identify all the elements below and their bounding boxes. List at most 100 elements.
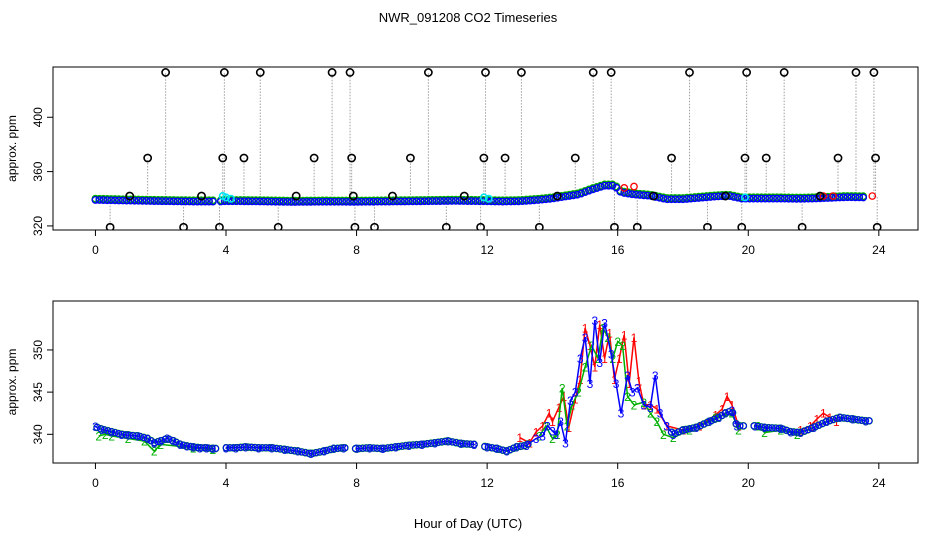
baseline-marker-blue — [307, 198, 315, 206]
trace-marker-blue — [233, 444, 241, 452]
baseline-marker-blue — [455, 197, 464, 205]
series-3-label: 3 — [663, 419, 670, 433]
spike-marker — [327, 68, 337, 77]
trace-marker-blue — [287, 446, 295, 454]
trace-marker-blue — [212, 444, 220, 453]
series-3-label: 3 — [242, 440, 249, 454]
trace-marker-blue — [129, 432, 137, 440]
trace-marker-blue — [861, 417, 869, 425]
trace-marker-blue — [107, 428, 115, 436]
trace-marker-blue — [775, 424, 783, 432]
x-tick-label: 8 — [353, 243, 360, 257]
baseline-marker-blue — [99, 196, 108, 204]
baseline-marker-blue — [342, 197, 350, 206]
series-2-label: 2 — [157, 438, 164, 452]
x-tick-label: 8 — [353, 476, 360, 490]
series-2-label: 2 — [670, 431, 677, 445]
spike-marker — [570, 153, 580, 163]
trace-marker-blue — [786, 428, 794, 436]
cyan-marker — [226, 194, 235, 203]
baseline-marker-blue — [620, 189, 629, 197]
baseline-marker-blue — [181, 197, 190, 206]
spike-marker — [721, 191, 730, 201]
baseline-marker-blue — [154, 197, 162, 206]
trace-marker-blue — [441, 437, 449, 445]
baseline-marker-blue — [357, 197, 366, 206]
series-1-label: 1 — [533, 425, 540, 439]
spike-marker — [476, 222, 486, 230]
series-1-label: 1 — [546, 407, 553, 421]
trace-marker-blue — [391, 443, 399, 451]
trace-marker-blue — [337, 444, 345, 452]
series-2-label: 2 — [624, 390, 631, 404]
series-3-label: 3 — [577, 352, 584, 366]
baseline-marker-blue — [373, 197, 382, 206]
red-marker — [630, 182, 638, 191]
baseline-marker-blue — [138, 197, 147, 205]
series-1-label: 1 — [729, 398, 736, 412]
baseline-marker-blue — [354, 198, 362, 206]
trace-marker-blue — [251, 444, 259, 452]
spike-marker — [552, 191, 562, 201]
baseline-marker-blue — [350, 198, 358, 206]
baseline-marker-blue — [777, 194, 785, 203]
trace-marker-blue — [703, 418, 712, 426]
trace-marker-blue — [179, 441, 187, 449]
series-2-label: 2 — [631, 398, 638, 412]
baseline-marker-blue — [667, 195, 676, 204]
trace-marker-blue — [136, 433, 144, 441]
baseline-marker-blue — [773, 194, 781, 203]
trace-marker-blue — [520, 442, 528, 450]
trace-marker-blue — [851, 415, 859, 423]
series-3-label: 3 — [562, 436, 569, 450]
series-3-label: 3 — [458, 437, 465, 451]
series-3-label: 3 — [596, 356, 603, 370]
y-axis-label: approx. ppm — [5, 115, 19, 182]
trace-marker-blue — [133, 432, 141, 440]
series-2-label: 2 — [614, 335, 621, 349]
series-1-label: 1 — [556, 401, 563, 415]
y-tick-label: 345 — [31, 382, 45, 402]
plot-area — [91, 68, 882, 230]
baseline-marker-blue — [663, 195, 672, 204]
trace-marker-blue — [739, 422, 747, 430]
spike-marker — [350, 222, 360, 230]
trace-marker-blue — [190, 443, 198, 451]
spike-marker — [851, 68, 861, 77]
series-3-label: 3 — [810, 421, 817, 435]
trace-marker-blue — [822, 418, 830, 426]
trace-marker-blue — [524, 440, 532, 448]
trace-marker-blue — [668, 428, 676, 436]
trace-marker-blue — [125, 431, 133, 439]
baseline-marker-blue — [659, 194, 668, 203]
x-tick-label: 20 — [742, 243, 756, 257]
trace-marker-blue — [352, 445, 360, 453]
series-2-label: 2 — [735, 424, 742, 438]
baseline-marker-blue — [698, 193, 707, 202]
spike-marker — [797, 222, 807, 230]
series-2-label: 2 — [582, 360, 589, 374]
trace-marker-blue — [510, 444, 518, 452]
baseline-marker-blue — [569, 191, 578, 200]
series-2-label: 2 — [588, 339, 595, 353]
trace-marker-blue — [729, 409, 737, 417]
baseline-marker-blue — [753, 194, 762, 203]
series-1-label: 1 — [654, 403, 661, 417]
plot-frame — [52, 300, 919, 464]
x-tick-label: 16 — [611, 476, 625, 490]
series-2-label: 2 — [654, 415, 661, 429]
series-3-label: 3 — [634, 381, 641, 395]
trace-marker-blue — [438, 438, 446, 446]
trace-marker-blue — [276, 445, 284, 453]
series-2-label: 2 — [640, 396, 647, 410]
trace-marker-blue — [222, 444, 230, 452]
trace-marker-blue — [689, 424, 697, 432]
series-3-label: 3 — [549, 424, 556, 438]
baseline-marker-blue — [428, 197, 437, 206]
series-3-label: 3 — [170, 435, 177, 449]
spike-marker — [685, 68, 694, 77]
trace-marker-blue — [226, 444, 234, 452]
trace-marker-blue — [283, 446, 291, 454]
trace-marker-blue — [237, 443, 245, 451]
spike-marker — [481, 68, 490, 77]
